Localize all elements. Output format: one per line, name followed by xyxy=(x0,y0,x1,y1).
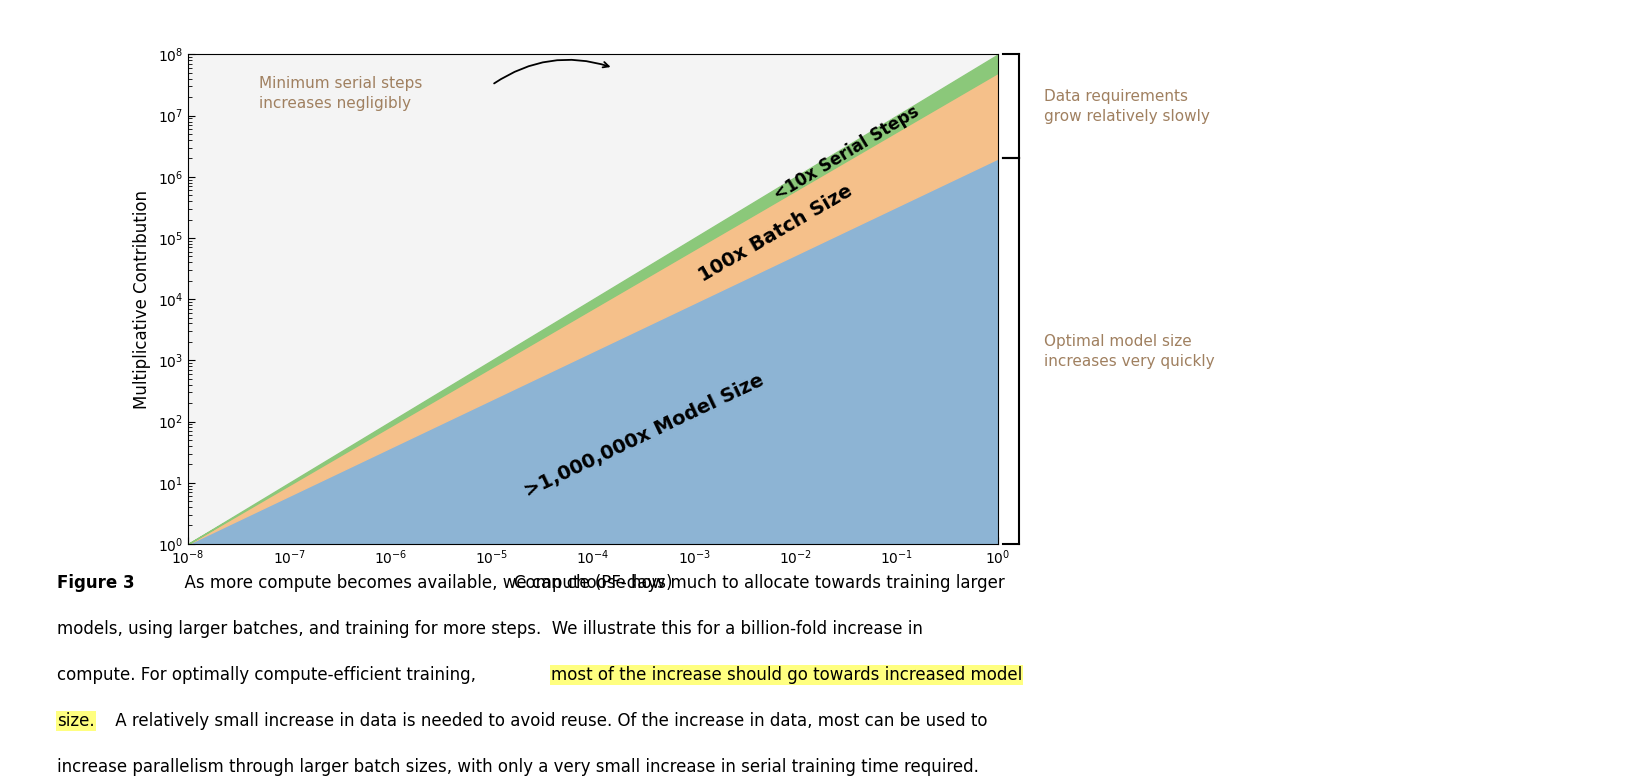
Text: models, using larger batches, and training for more steps.  We illustrate this f: models, using larger batches, and traini… xyxy=(57,620,923,638)
Text: size.: size. xyxy=(57,712,95,730)
Text: compute. For optimally compute-efficient training,: compute. For optimally compute-efficient… xyxy=(57,666,481,684)
Text: Minimum serial steps
increases negligibly: Minimum serial steps increases negligibl… xyxy=(258,76,422,110)
Text: most of the increase should go towards increased model: most of the increase should go towards i… xyxy=(551,666,1022,684)
Text: <10x Serial Steps: <10x Serial Steps xyxy=(771,103,923,204)
X-axis label: Compute (PF-days): Compute (PF-days) xyxy=(514,574,672,592)
Text: Optimal model size
increases very quickly: Optimal model size increases very quickl… xyxy=(1044,334,1214,368)
Text: Data requirements
grow relatively slowly: Data requirements grow relatively slowly xyxy=(1044,89,1209,124)
Y-axis label: Multiplicative Contribution: Multiplicative Contribution xyxy=(133,190,151,409)
Text: A relatively small increase in data is needed to avoid reuse. Of the increase in: A relatively small increase in data is n… xyxy=(110,712,988,730)
Text: 100x Batch Size: 100x Batch Size xyxy=(695,181,856,285)
Text: Figure 3: Figure 3 xyxy=(57,573,134,591)
Text: >1,000,000x Model Size: >1,000,000x Model Size xyxy=(520,371,767,500)
Text: increase parallelism through larger batch sizes, with only a very small increase: increase parallelism through larger batc… xyxy=(57,758,978,776)
Text: As more compute becomes available, we can choose how much to allocate towards tr: As more compute becomes available, we ca… xyxy=(175,573,1005,591)
